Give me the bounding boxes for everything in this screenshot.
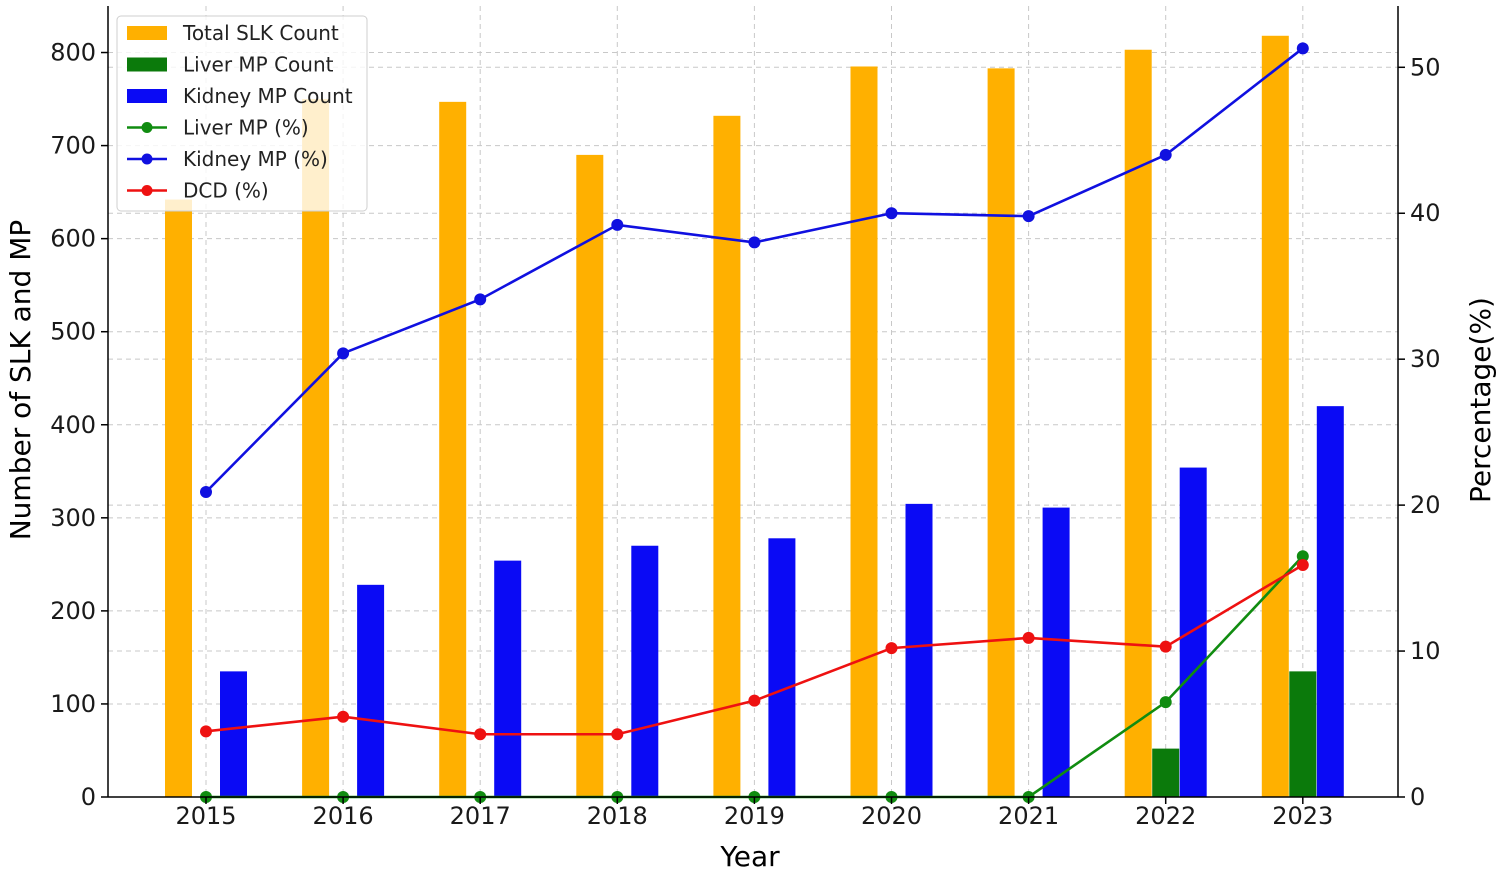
bar-total-slk-count-2017: [439, 101, 467, 797]
y-tick-label: 400: [50, 411, 96, 439]
point-dcd-2022: [1159, 640, 1172, 653]
y2-axis-title: Percentage(%): [1464, 297, 1497, 503]
point-dcd-2015: [200, 725, 212, 738]
legend-swatch-total-slk-count: [127, 26, 167, 40]
bar-kidney-mp-count-2019: [768, 538, 796, 797]
legend: Total SLK Count Liver MP Count Kidney MP C…: [116, 15, 368, 212]
y-axis-title: Number of SLK and MP: [4, 220, 37, 541]
bar-kidney-mp-count-2020: [905, 503, 933, 797]
legend-label-total-slk-count: Total SLK Count: [182, 21, 339, 45]
y-tick-label: 100: [50, 690, 96, 718]
legend-marker-dcd: [141, 185, 153, 196]
bar-kidney-mp-count-2022: [1179, 467, 1207, 797]
bar-kidney-mp-count-2018: [631, 545, 659, 797]
point-dcd-2021: [1022, 631, 1035, 644]
point-kidney-mp-2015: [200, 485, 212, 498]
point-kidney-mp-2022: [1159, 148, 1172, 161]
legend-swatch-kidney-mp-count: [127, 89, 167, 103]
x-tick-label: 2022: [1135, 802, 1196, 830]
y2-tick-label: 20: [1410, 491, 1441, 519]
bar-total-slk-count-2023: [1261, 35, 1289, 798]
legend-label-dcd: DCD (%): [183, 179, 269, 203]
y2-tick-label: 0: [1410, 783, 1425, 811]
point-kidney-mp-2018: [611, 218, 624, 231]
x-tick-label: 2018: [587, 802, 648, 830]
y2-tick-label: 30: [1410, 345, 1441, 373]
legend-marker-kidney-mp: [141, 153, 153, 165]
legend-label-liver-mp: Liver MP (%): [183, 116, 309, 140]
bar-total-slk-count-2015: [165, 199, 192, 797]
x-tick-label: 2021: [998, 802, 1059, 830]
x-tick-label: 2019: [724, 802, 785, 830]
y-tick-label: 800: [50, 39, 96, 67]
y-tick-label: 600: [50, 225, 96, 253]
legend-frame: [116, 15, 368, 212]
bar-kidney-mp-count-2017: [494, 560, 522, 797]
y-tick-label: 0: [81, 783, 96, 811]
bar-liver-mp-count-2022: [1152, 748, 1180, 797]
point-kidney-mp-2023: [1296, 42, 1309, 55]
bar-total-slk-count-2022: [1124, 49, 1152, 797]
point-kidney-mp-2019: [748, 236, 761, 249]
point-dcd-2017: [474, 728, 487, 741]
x-tick-label: 2023: [1272, 802, 1333, 830]
point-dcd-2023: [1296, 558, 1309, 571]
y-tick-label: 700: [50, 132, 96, 160]
legend-label-kidney-mp: Kidney MP (%): [183, 147, 328, 171]
point-dcd-2018: [611, 728, 624, 741]
bar-liver-mp-count-2023: [1289, 671, 1317, 797]
y2-tick-label: 10: [1410, 637, 1441, 665]
bars-layer: [165, 35, 1344, 798]
bar-kidney-mp-count-2016: [357, 584, 385, 797]
legend-label-kidney-mp-count: Kidney MP Count: [183, 84, 353, 108]
point-kidney-mp-2017: [474, 293, 487, 306]
point-kidney-mp-2020: [885, 207, 898, 220]
bar-total-slk-count-2018: [576, 154, 604, 798]
legend-swatch-liver-mp-count: [127, 57, 167, 72]
x-axis-title: Year: [719, 840, 780, 872]
point-kidney-mp-2016: [337, 347, 350, 360]
bar-total-slk-count-2019: [713, 115, 741, 798]
bar-kidney-mp-count-2015: [220, 671, 247, 797]
x-tick-label: 2015: [175, 802, 236, 830]
y-tick-label: 500: [50, 318, 96, 346]
x-tick-label: 2020: [861, 802, 922, 830]
bar-total-slk-count-2021: [987, 68, 1015, 797]
point-kidney-mp-2021: [1022, 210, 1035, 223]
bar-total-slk-count-2016: [302, 99, 330, 797]
y-tick-label: 200: [50, 597, 96, 625]
legend-label-liver-mp-count: Liver MP Count: [183, 53, 334, 77]
y2-tick-label: 40: [1410, 199, 1441, 227]
y-tick-label: 300: [50, 504, 96, 532]
point-dcd-2016: [337, 710, 350, 723]
bar-kidney-mp-count-2023: [1316, 406, 1344, 797]
point-dcd-2020: [885, 642, 898, 655]
bar-kidney-mp-count-2021: [1042, 507, 1070, 797]
x-tick-label: 2017: [450, 802, 511, 830]
legend-marker-liver-mp: [141, 122, 153, 133]
point-dcd-2019: [748, 694, 761, 707]
y2-tick-label: 50: [1410, 53, 1441, 81]
bar-total-slk-count-2020: [850, 66, 878, 798]
point-liver-mp-2023: [1296, 550, 1309, 563]
x-tick-label: 2016: [313, 802, 374, 830]
point-liver-mp-2022: [1159, 696, 1172, 709]
axes-layer: 0 100 200 300 400 500 600 700 800 0 10 20 30 40 50 2015…: [50, 6, 1441, 830]
